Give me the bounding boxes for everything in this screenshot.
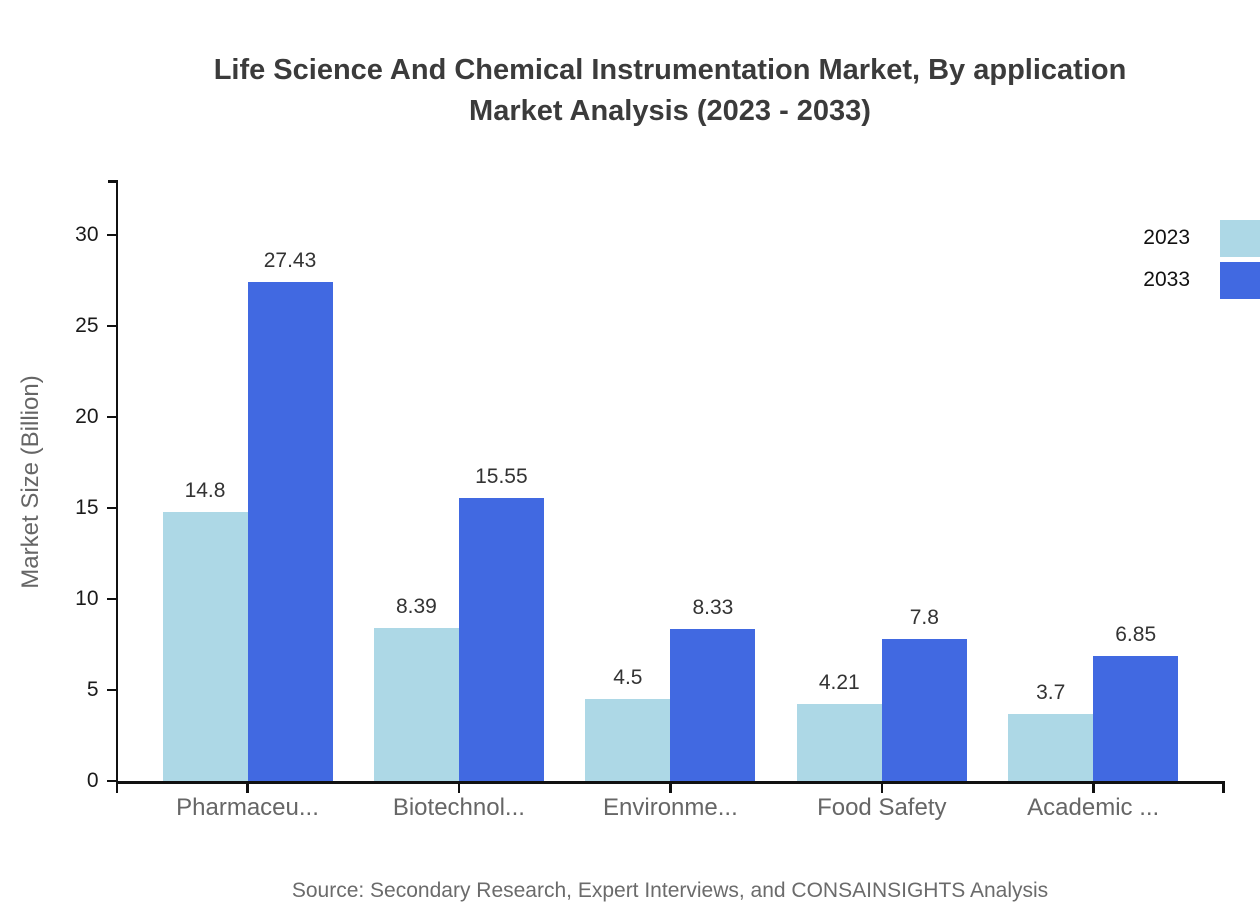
chart-title: Life Science And Chemical Instrumentatio… [118, 50, 1222, 132]
legend-label: 2033 [1143, 268, 1190, 291]
y-tick [106, 506, 116, 510]
y-tick-label: 15 [75, 496, 99, 519]
y-tick [106, 415, 116, 419]
y-tick-label: 20 [75, 405, 99, 428]
bar-value-label: 8.39 [395, 595, 437, 619]
bar [1008, 713, 1094, 781]
y-tick-label: 0 [86, 769, 99, 792]
legend-item: 2033 [1090, 261, 1260, 299]
y-tick [106, 688, 116, 692]
bar [796, 704, 882, 781]
bar-value-label: 4.21 [818, 671, 860, 695]
bar-value-label: 3.7 [1036, 680, 1066, 704]
y-tick [106, 779, 116, 783]
x-category-label: Food Safety [817, 794, 947, 821]
chart-title-line1: Life Science And Chemical Instrumentatio… [213, 54, 1127, 86]
x-category-label: Academic ... [1027, 794, 1160, 821]
bar [670, 629, 756, 781]
x-axis-end-tick [115, 781, 118, 793]
y-tick [106, 597, 116, 601]
x-tick [669, 781, 672, 793]
bar [373, 628, 459, 781]
y-tick-label: 30 [75, 223, 99, 246]
x-category-label: Pharmaceu... [176, 794, 319, 821]
bar [247, 281, 333, 781]
x-tick [457, 781, 461, 793]
legend-item: 2023 [1090, 219, 1260, 257]
bar [1093, 656, 1179, 781]
y-axis-cap [107, 180, 116, 183]
legend-swatch [1220, 219, 1260, 257]
x-tick [1092, 781, 1095, 793]
y-tick-label: 5 [86, 678, 99, 701]
bar [162, 511, 248, 781]
y-tick [106, 324, 116, 328]
x-axis-end-tick [1222, 781, 1225, 793]
bar-value-label: 4.5 [613, 666, 643, 690]
bar [881, 639, 967, 781]
x-tick [880, 781, 883, 793]
bar-value-label: 27.43 [263, 248, 317, 272]
y-axis-line [115, 180, 118, 784]
bar-value-label: 14.8 [184, 478, 226, 502]
bar [585, 699, 671, 781]
y-tick-label: 10 [75, 587, 99, 610]
x-category-label: Environme... [603, 794, 738, 821]
bar-value-label: 7.8 [909, 606, 939, 629]
source-note: Source: Secondary Research, Expert Inter… [291, 879, 1049, 902]
bar-value-label: 6.85 [1115, 623, 1157, 647]
legend-swatch [1220, 261, 1260, 299]
legend-label: 2023 [1143, 226, 1190, 249]
bar-value-label: 8.33 [692, 596, 734, 620]
bar-value-label: 15.55 [475, 465, 528, 488]
y-tick-label: 25 [75, 314, 99, 337]
chart-title-line2: Market Analysis (2023 - 2033) [469, 95, 871, 127]
x-category-label: Biotechnol... [392, 794, 525, 821]
y-tick [106, 233, 116, 237]
x-tick [246, 781, 249, 793]
bar [458, 498, 544, 781]
